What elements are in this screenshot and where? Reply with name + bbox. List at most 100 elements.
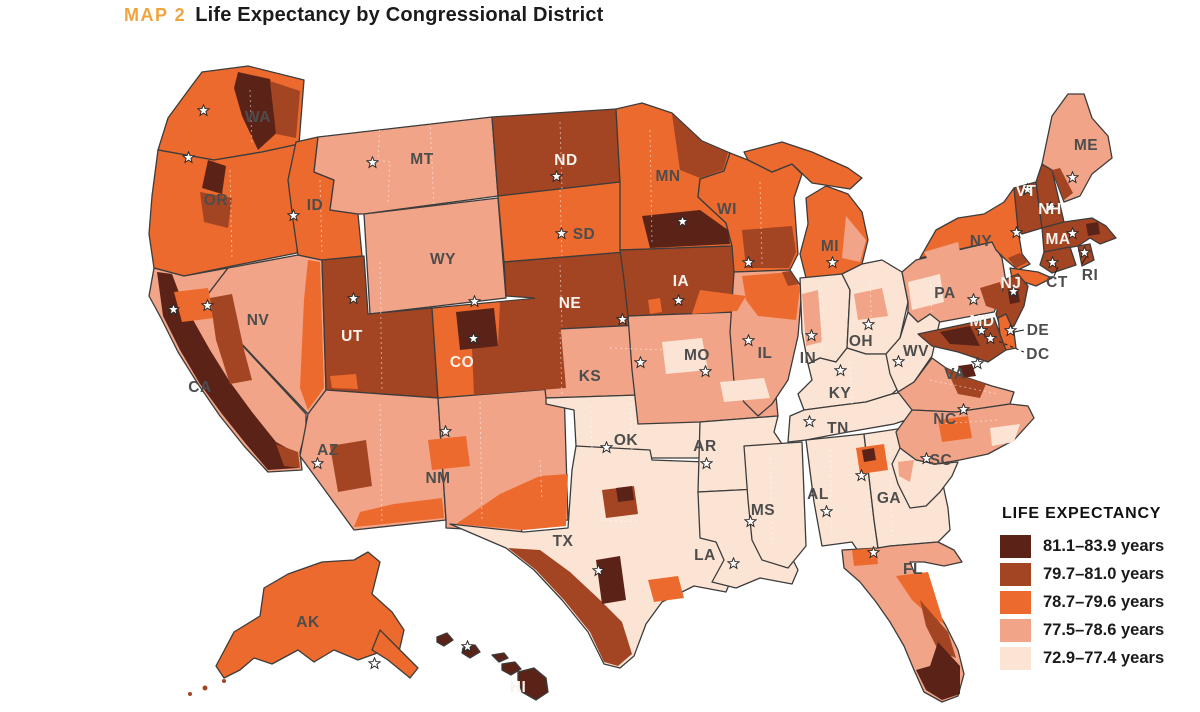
district-patch: [157, 272, 298, 470]
state-label-sc: SC: [930, 452, 953, 469]
state-ak-panhandle: [371, 629, 419, 679]
district-patch: [672, 114, 728, 178]
district-patch: [916, 642, 960, 700]
legend-item: 81.1–83.9 years: [1000, 535, 1190, 558]
state-label-id: ID: [307, 197, 324, 214]
district-patch: [940, 326, 980, 346]
state-label-mi: MI: [821, 238, 839, 255]
state-label-nc: NC: [933, 411, 956, 428]
state-label-wi: WI: [717, 201, 737, 218]
state-label-pa: PA: [934, 285, 955, 302]
district-patch: [300, 260, 324, 410]
district-patch: [898, 460, 914, 482]
state-label-va: VA: [944, 366, 965, 383]
district-patch: [924, 242, 962, 264]
state-hi-kauai: [436, 632, 454, 647]
state-label-wa: WA: [245, 109, 271, 126]
state-label-la: LA: [694, 547, 716, 564]
state-wy: [363, 197, 507, 315]
state-label-nv: NV: [247, 312, 270, 329]
legend-item: 78.7–79.6 years: [1000, 591, 1190, 614]
legend-item: 72.9–77.4 years: [1000, 647, 1190, 670]
district-patch: [908, 274, 944, 310]
state-label-me: ME: [1074, 137, 1098, 154]
state-label-fl: FL: [903, 561, 923, 578]
state-label-or: OR: [204, 192, 228, 209]
district-patch: [456, 308, 498, 350]
state-labels-layer: WA OR CA NV ID MT WY UT CO AZ NM ND SD N…: [188, 109, 1098, 696]
district-patch: [842, 216, 866, 262]
district-patch: [596, 556, 626, 604]
district-patch: [854, 288, 888, 320]
district-patch: [1008, 253, 1028, 268]
legend-swatch: [1000, 591, 1031, 614]
district-patch: [354, 498, 444, 527]
district-patch: [742, 272, 800, 320]
district-patch: [472, 297, 566, 395]
district-patch: [782, 271, 799, 286]
ak-aleutian-island: [202, 685, 208, 691]
district-patch: [742, 226, 796, 268]
state-label-ok: OK: [614, 432, 639, 449]
state-label-ak: AK: [296, 614, 320, 631]
state-label-mn: MN: [655, 168, 680, 185]
district-patch: [330, 374, 358, 389]
district-patch: [428, 436, 470, 470]
state-label-vt: VT: [1016, 183, 1037, 200]
state-label-ks: KS: [579, 368, 602, 385]
map-number-tag: MAP 2: [124, 5, 187, 25]
district-patch: [202, 160, 226, 194]
legend-swatch: [1000, 535, 1031, 558]
district-patch: [1086, 222, 1100, 236]
district-patch: [990, 424, 1020, 446]
callout-line-de: [1013, 329, 1025, 333]
state-label-ca: CA: [188, 379, 211, 396]
district-patch: [642, 210, 730, 248]
state-hi-molokai: [491, 652, 509, 663]
district-patch: [958, 364, 976, 378]
legend-swatch: [1000, 563, 1031, 586]
state-label-co: CO: [450, 354, 474, 371]
district-patch: [508, 548, 632, 666]
state-label-de: DE: [1027, 322, 1050, 339]
state-label-hi: HI: [510, 679, 527, 696]
district-patch: [802, 290, 822, 346]
state-hi-maui: [501, 661, 522, 676]
legend-label: 77.5–78.6 years: [1043, 621, 1165, 639]
district-patch: [896, 572, 944, 624]
state-label-md: MD: [969, 313, 994, 330]
state-ak: [215, 551, 405, 679]
state-label-ia: IA: [673, 273, 690, 290]
district-patch: [616, 486, 634, 502]
legend-title: LIFE EXPECTANCY: [1002, 505, 1162, 522]
state-label-nj: NJ: [1001, 275, 1022, 292]
district-patch: [210, 294, 252, 384]
district-patch: [1052, 168, 1073, 200]
map-title-text: Life Expectancy by Congressional Distric…: [195, 4, 604, 26]
state-label-ct: CT: [1046, 274, 1068, 291]
state-label-ma: MA: [1045, 231, 1070, 248]
district-patch: [946, 368, 986, 398]
state-label-ky: KY: [829, 385, 852, 402]
legend-swatch: [1000, 647, 1031, 670]
callouts-layer: [997, 256, 1087, 353]
callout-line-dc: [997, 340, 1025, 353]
state-nh: [1035, 163, 1065, 229]
district-patch: [648, 298, 662, 314]
district-patch: [456, 474, 568, 530]
district-patch: [200, 192, 232, 228]
district-patch: [330, 440, 372, 492]
state-label-oh: OH: [849, 333, 873, 350]
district-patch: [938, 416, 972, 442]
legend-swatch: [1000, 619, 1031, 642]
state-label-nd: ND: [554, 152, 577, 169]
state-label-ny: NY: [970, 233, 993, 250]
state-label-in: IN: [800, 350, 817, 367]
district-patch: [862, 448, 876, 462]
district-patches-layer: [157, 72, 1100, 700]
state-label-wy: WY: [430, 251, 456, 268]
district-patch: [662, 338, 708, 374]
state-label-ms: MS: [751, 502, 775, 519]
district-patch: [920, 600, 956, 658]
